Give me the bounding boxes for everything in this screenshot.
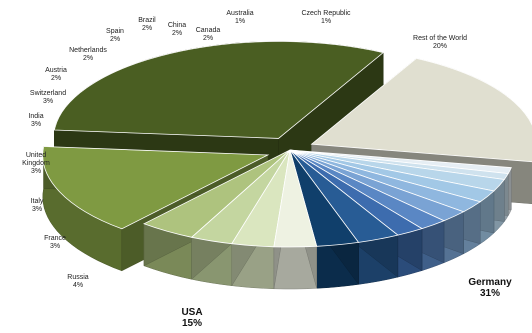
value-china: 2% <box>172 30 182 37</box>
value-czech-republic: 1% <box>321 18 331 25</box>
value-rest-of-the-world: 20% <box>433 43 447 50</box>
label-netherlands: Netherlands <box>69 47 107 54</box>
label-spain: Spain <box>106 28 124 35</box>
value-switzerland: 3% <box>43 98 53 105</box>
label-canada: Canada <box>196 27 221 34</box>
label-united-kingdom-1: Kingdom <box>22 160 50 167</box>
value-spain: 2% <box>110 36 120 43</box>
slice-usa <box>42 146 270 230</box>
value-united-kingdom: 3% <box>31 168 41 175</box>
value-austria: 2% <box>51 75 61 82</box>
label-czech-republic: Czech Republic <box>301 10 351 17</box>
value-usa: 15% <box>182 318 202 329</box>
label-brazil: Brazil <box>138 17 156 24</box>
value-india: 3% <box>31 121 41 128</box>
slice-germany <box>53 41 385 139</box>
value-netherlands: 2% <box>83 55 93 62</box>
slice-united-kingdom <box>273 149 318 248</box>
value-france: 3% <box>50 243 60 250</box>
label-united-kingdom: United <box>26 152 46 159</box>
value-canada: 2% <box>203 35 213 42</box>
value-australia: 1% <box>235 18 245 25</box>
label-germany: Germany <box>468 277 512 288</box>
value-brazil: 2% <box>142 25 152 32</box>
slice-rest-of-the-world <box>310 57 532 163</box>
label-russia: Russia <box>67 274 89 281</box>
value-italy: 3% <box>32 206 42 213</box>
label-rest-of-the-world: Rest of the World <box>413 35 467 42</box>
label-india: India <box>28 113 43 120</box>
label-switzerland: Switzerland <box>30 90 66 97</box>
label-china: China <box>168 22 186 29</box>
label-usa: USA <box>181 307 202 318</box>
pie-slices <box>42 41 532 248</box>
value-germany: 31% <box>480 288 500 299</box>
label-australia: Australia <box>226 10 253 17</box>
label-france: France <box>44 235 66 242</box>
label-austria: Austria <box>45 67 67 74</box>
value-russia: 4% <box>73 282 83 289</box>
label-italy: Italy <box>31 198 44 205</box>
